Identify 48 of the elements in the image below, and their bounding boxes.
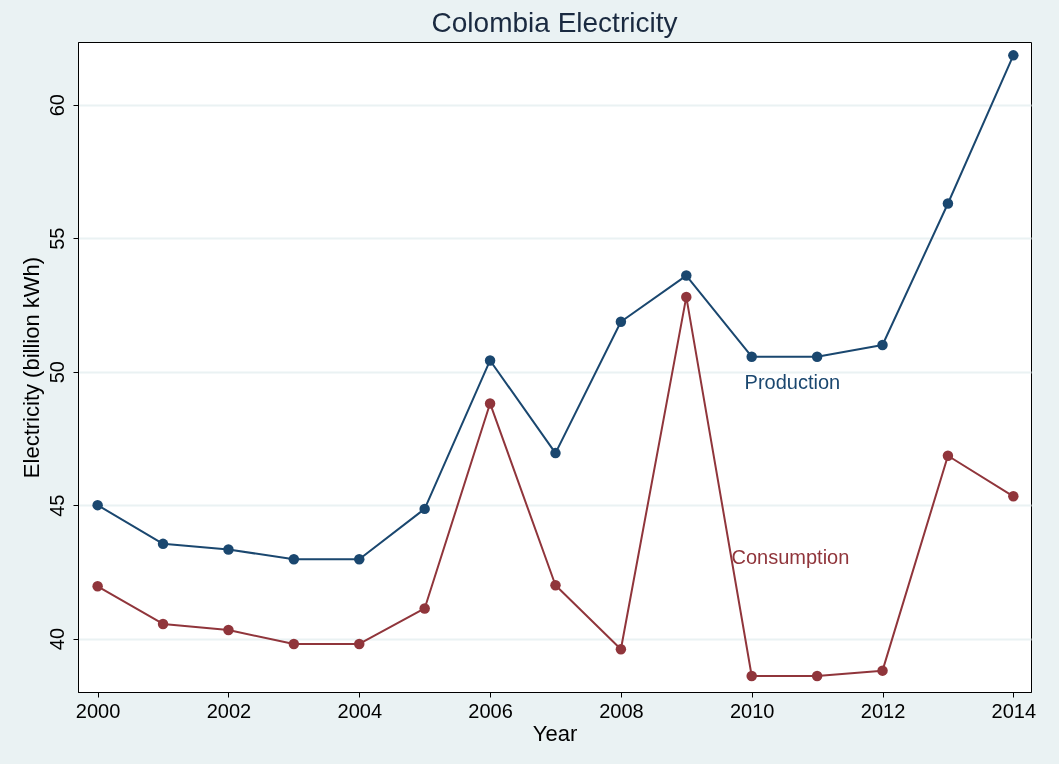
point xyxy=(877,339,888,351)
y-tick-label: 60 xyxy=(45,94,68,117)
y-tick-label: 55 xyxy=(45,227,68,250)
point xyxy=(550,579,561,591)
point xyxy=(746,670,757,682)
x-tick-label: 2002 xyxy=(206,699,252,722)
point xyxy=(615,644,627,655)
y-tick-label: 40 xyxy=(45,627,68,651)
point xyxy=(877,665,888,676)
x-tick-label: 2004 xyxy=(337,699,383,722)
point xyxy=(746,351,757,362)
point xyxy=(550,447,561,459)
y-axis-title: Electricity (billion kWh) xyxy=(18,256,44,479)
point xyxy=(419,503,430,515)
point xyxy=(92,499,103,511)
y-tick-label: 45 xyxy=(45,494,68,517)
chart-title: Colombia Electricity xyxy=(431,7,678,38)
point xyxy=(92,581,103,592)
point xyxy=(484,398,496,409)
point xyxy=(288,638,300,650)
x-tick-label: 2012 xyxy=(860,699,906,722)
point xyxy=(942,450,954,461)
point xyxy=(354,554,365,565)
point xyxy=(1008,491,1019,502)
point xyxy=(288,554,300,565)
point xyxy=(157,538,169,550)
point xyxy=(354,638,365,650)
point xyxy=(811,351,823,362)
x-tick-label: 2010 xyxy=(729,699,775,722)
point xyxy=(223,544,234,555)
point xyxy=(419,603,430,614)
series-label: Production xyxy=(744,370,841,393)
x-tick-label: 2006 xyxy=(468,699,513,722)
point xyxy=(681,291,692,303)
x-axis-title: Year xyxy=(532,720,578,746)
x-tick-label: 2000 xyxy=(75,699,121,722)
point xyxy=(615,316,627,327)
x-tick-label: 2008 xyxy=(599,699,644,722)
x-tick-label: 2014 xyxy=(991,699,1037,722)
y-tick-label: 50 xyxy=(45,361,68,384)
point xyxy=(484,355,496,366)
point xyxy=(157,618,169,630)
point xyxy=(681,270,692,281)
series-label: Consumption xyxy=(731,545,850,568)
point xyxy=(223,624,234,636)
point xyxy=(1008,50,1019,61)
point xyxy=(942,198,954,209)
point xyxy=(811,670,823,682)
